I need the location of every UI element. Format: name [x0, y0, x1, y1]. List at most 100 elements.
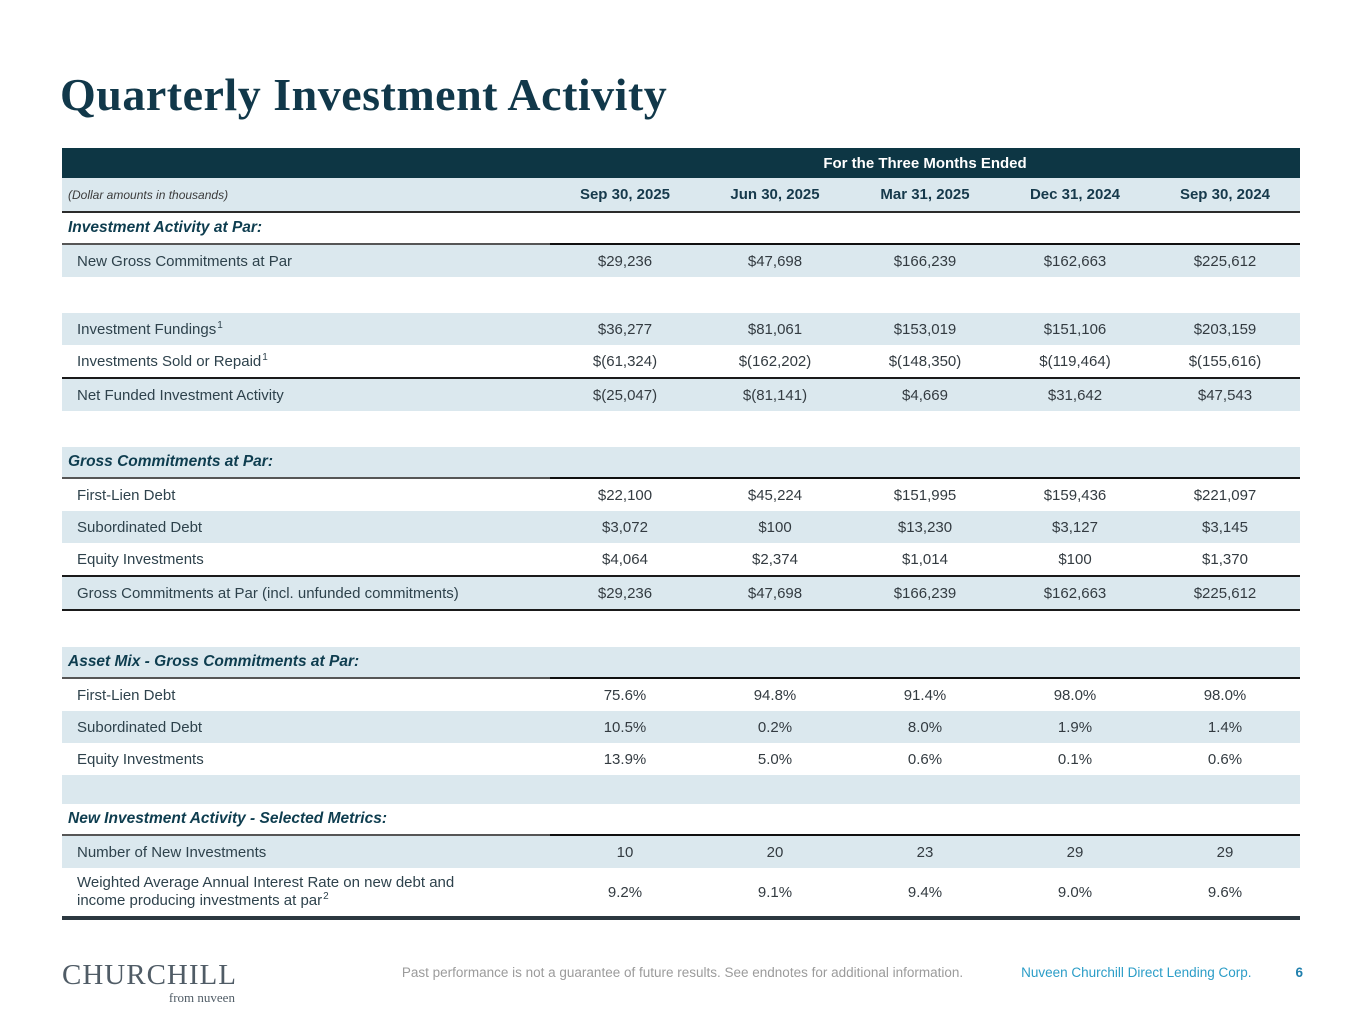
- cell-value: $(25,047): [592, 386, 658, 404]
- row-values: [550, 804, 1300, 836]
- table-row: Net Funded Investment Activity $(25,047) $…: [62, 377, 1300, 411]
- row-label: [62, 277, 550, 313]
- column-header-jun-30-2025: Jun 30, 2025: [730, 186, 820, 203]
- row-label: Number of New Investments: [77, 843, 267, 861]
- cell-value: 98.0%: [1053, 686, 1097, 704]
- row-label: [62, 775, 550, 804]
- spacer-row: [62, 411, 1300, 447]
- cell-value: $2,374: [752, 550, 798, 568]
- footer-disclaimer: Past performance is not a guarantee of f…: [401, 965, 964, 980]
- cell-value: $159,436: [1043, 486, 1107, 504]
- cell-value: $221,097: [1193, 486, 1257, 504]
- cell-value: $(119,464): [1039, 352, 1111, 370]
- table-row: Equity Investments $4,064 $2,374 $1,014 $100…: [62, 543, 1300, 575]
- table-row: Subordinated Debt 10.5% 0.2% 8.0% 1.9% 1.4%: [62, 711, 1300, 743]
- footnote-marker: 1: [262, 351, 268, 363]
- cell-value: $31,642: [1047, 386, 1103, 404]
- cell-value: 1.4%: [1207, 718, 1243, 736]
- company-name: Nuveen Churchill Direct Lending Corp.: [1021, 965, 1252, 980]
- cell-value: $3,145: [1202, 518, 1248, 536]
- row-values: 10 20 23 29 29: [550, 836, 1300, 868]
- row-label: Investments Sold or Repaid1: [77, 351, 268, 370]
- cell-value: 10.5%: [603, 718, 647, 736]
- cell-value: $151,106: [1043, 320, 1107, 338]
- table-row: Equity Investments 13.9% 5.0% 0.6% 0.1% 0.6%: [62, 743, 1300, 775]
- cell-value: $(162,202): [738, 352, 812, 370]
- row-values: [550, 411, 1300, 447]
- row-values: 75.6% 94.8% 91.4% 98.0% 98.0%: [550, 679, 1300, 711]
- section-header-row: Asset Mix - Gross Commitments at Par:: [62, 647, 1300, 679]
- row-label: New Investment Activity - Selected Metri…: [62, 804, 550, 836]
- cell-value: 1.9%: [1057, 718, 1093, 736]
- row-values: 9.2% 9.1% 9.4% 9.0% 9.6%: [550, 868, 1300, 916]
- table-header-band: For the Three Months Ended: [62, 148, 1300, 178]
- row-values: [550, 775, 1300, 804]
- section-header-row: New Investment Activity - Selected Metri…: [62, 804, 1300, 836]
- cell-value: 13.9%: [603, 750, 647, 768]
- cell-value: 20: [766, 843, 784, 861]
- cell-value: $(61,324): [592, 352, 658, 370]
- section-header-row: Gross Commitments at Par:: [62, 447, 1300, 479]
- section-header-row: Investment Activity at Par:: [62, 213, 1300, 245]
- cell-value: $153,019: [893, 320, 957, 338]
- cell-value: $(155,616): [1188, 352, 1262, 370]
- cell-value: $162,663: [1043, 252, 1107, 270]
- row-values: 13.9% 5.0% 0.6% 0.1% 0.6%: [550, 743, 1300, 775]
- row-label: Gross Commitments at Par:: [62, 447, 550, 479]
- cell-value: 29: [1216, 843, 1234, 861]
- row-values: [550, 277, 1300, 313]
- cell-value: 98.0%: [1203, 686, 1247, 704]
- cell-value: $166,239: [893, 584, 957, 602]
- table-row: Gross Commitments at Par (incl. unfunded…: [62, 575, 1300, 611]
- cell-value: 29: [1066, 843, 1084, 861]
- table-row: Weighted Average Annual Interest Rate on…: [62, 868, 1300, 916]
- cell-value: $47,543: [1197, 386, 1253, 404]
- column-header-dec-31-2024: Dec 31, 2024: [1029, 186, 1121, 203]
- cell-value: $36,277: [597, 320, 653, 338]
- footer-right: Nuveen Churchill Direct Lending Corp. 6: [1021, 965, 1303, 980]
- units-note: (Dollar amounts in thousands): [68, 187, 229, 202]
- row-values: $3,072 $100 $13,230 $3,127 $3,145: [550, 511, 1300, 543]
- table-row: Investments Sold or Repaid1 $(61,324) $(16…: [62, 345, 1300, 377]
- cell-value: $29,236: [597, 252, 653, 270]
- quarterly-investment-table: For the Three Months Ended (Dollar amoun…: [62, 148, 1300, 920]
- cell-value: 23: [916, 843, 934, 861]
- table-row: First-Lien Debt 75.6% 94.8% 91.4% 98.0% 98.0%: [62, 679, 1300, 711]
- cell-value: 0.6%: [907, 750, 943, 768]
- cell-value: $4,669: [902, 386, 948, 404]
- row-values: $(61,324) $(162,202) $(148,350) $(119,464) $…: [550, 345, 1300, 377]
- spacer-row: [62, 611, 1300, 647]
- cell-value: 5.0%: [757, 750, 793, 768]
- cell-value: $100: [758, 518, 792, 536]
- table-row: New Gross Commitments at Par $29,236 $47,6…: [62, 245, 1300, 277]
- row-values: $36,277 $81,061 $153,019 $151,106 $203,159: [550, 313, 1300, 345]
- churchill-logo: CHURCHILL from nuveen: [62, 960, 237, 1006]
- row-values: [550, 213, 1300, 245]
- cell-value: $1,014: [902, 550, 948, 568]
- cell-value: $81,061: [747, 320, 803, 338]
- cell-value: $225,612: [1193, 252, 1257, 270]
- row-label: Asset Mix - Gross Commitments at Par:: [62, 647, 550, 679]
- row-values: $29,236 $47,698 $166,239 $162,663 $225,612: [550, 577, 1300, 609]
- row-values: $29,236 $47,698 $166,239 $162,663 $225,612: [550, 245, 1300, 277]
- cell-value: 75.6%: [603, 686, 647, 704]
- row-values: $(25,047) $(81,141) $4,669 $31,642 $47,543: [550, 379, 1300, 411]
- churchill-wordmark: CHURCHILL: [62, 959, 237, 991]
- cell-value: 0.6%: [1207, 750, 1243, 768]
- column-header-sep-30-2025: Sep 30, 2025: [579, 186, 671, 203]
- cell-value: $22,100: [597, 486, 653, 504]
- row-values: 10.5% 0.2% 8.0% 1.9% 1.4%: [550, 711, 1300, 743]
- table-row: Subordinated Debt $3,072 $100 $13,230 $3,127…: [62, 511, 1300, 543]
- column-header-row: (Dollar amounts in thousands) Sep 30, 20…: [62, 178, 1300, 213]
- row-label: [62, 611, 550, 647]
- cell-value: $203,159: [1193, 320, 1257, 338]
- cell-value: $166,239: [893, 252, 957, 270]
- cell-value: 9.1%: [757, 883, 793, 901]
- row-label: Equity Investments: [77, 550, 204, 568]
- column-header-sep-30-2024: Sep 30, 2024: [1179, 186, 1271, 203]
- row-label: Subordinated Debt: [77, 718, 203, 736]
- table-body: Investment Activity at Par: New Gross Com…: [62, 213, 1300, 916]
- cell-value: 9.4%: [907, 883, 943, 901]
- table-row: First-Lien Debt $22,100 $45,224 $151,995 $15…: [62, 479, 1300, 511]
- cell-value: $100: [1058, 550, 1092, 568]
